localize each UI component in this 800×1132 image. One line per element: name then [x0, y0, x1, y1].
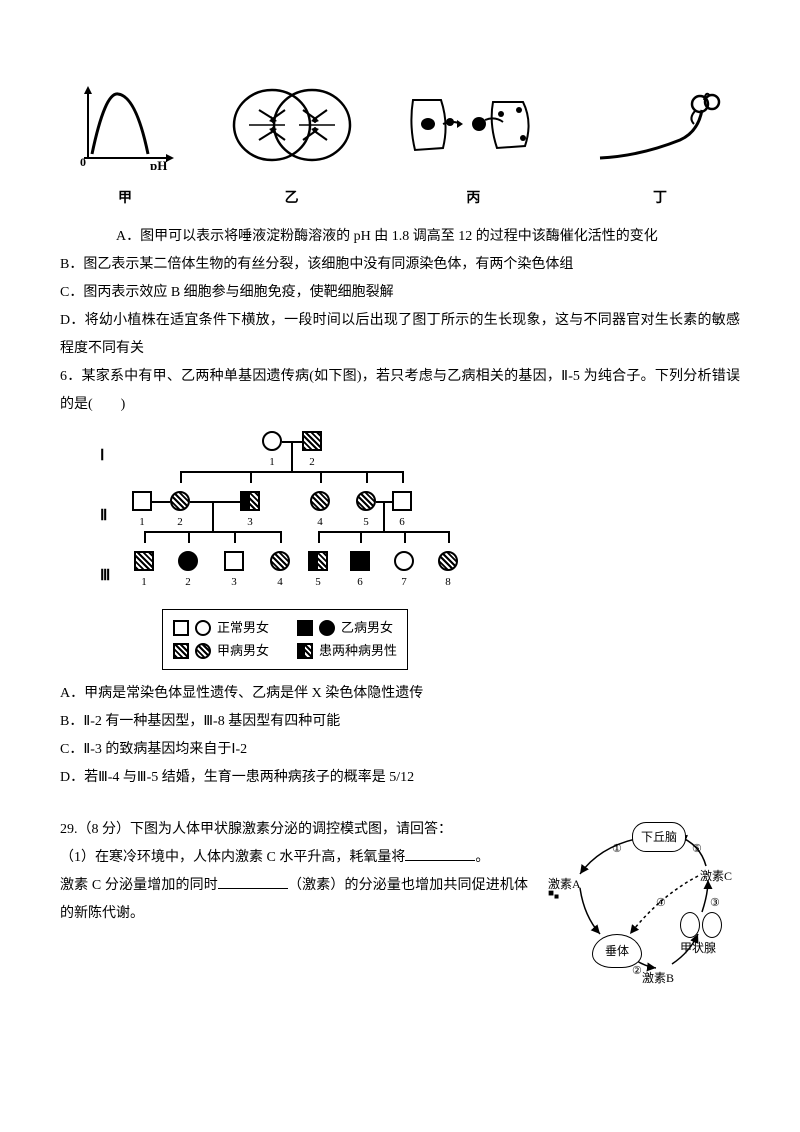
figure-caption-ding: 丁	[590, 185, 730, 213]
hormone-c-label: 激素C	[700, 864, 732, 888]
figure-caption-jia: 甲	[70, 185, 180, 213]
hormone-b-label: 激素B	[642, 966, 674, 990]
q29-line2: 激素 C 分泌量增加的同时（激素）的分泌量也增加共同促进机体的新陈代谢。	[60, 872, 528, 928]
blank-1	[405, 846, 475, 861]
q6-option-b: B．Ⅱ-2 有一种基因型，Ⅲ-8 基因型有四种可能	[60, 708, 740, 736]
figure-yi: 乙	[227, 80, 357, 213]
legend-normal: 正常男女	[217, 616, 269, 639]
thyroid-label: 甲状腺	[680, 936, 716, 960]
figure-caption-yi: 乙	[227, 185, 357, 213]
legend-jia: 甲病男女	[217, 639, 269, 662]
q6-stem: 6．某家系中有甲、乙两种单基因遗传病(如下图)，若只考虑与乙病相关的基因，Ⅱ-5…	[60, 363, 740, 419]
q5-options: A．图甲可以表示将唾液淀粉酶溶液的 pH 由 1.8 调高至 12 的过程中该酶…	[60, 223, 740, 363]
q6-option-c: C．Ⅱ-3 的致病基因均来自于Ⅰ-2	[60, 736, 740, 764]
figure-jia: 0 pH 甲	[70, 80, 180, 213]
gen-label-3: Ⅲ	[100, 561, 122, 591]
q5-option-d: D．将幼小植株在适宜条件下横放，一段时间以后出现了图丁所示的生长现象，这与不同器…	[60, 307, 740, 363]
q29-line1: （1）在寒冷环境中，人体内激素 C 水平升高，耗氧量将。	[60, 844, 528, 872]
label-3: ③	[710, 892, 720, 914]
gen-label-1: Ⅰ	[100, 441, 122, 471]
legend-both: 患两种病男性	[319, 639, 397, 662]
figures-row: 0 pH 甲 乙	[60, 80, 740, 213]
blank-2	[218, 874, 288, 889]
label-5: ⑤	[692, 838, 702, 860]
q5-option-b: B．图乙表示某二倍体生物的有丝分裂，该细胞中没有同源染色体，有两个染色体组	[60, 251, 740, 279]
q29-stem: 29.（8 分）下图为人体甲状腺激素分泌的调控模式图，请回答：	[60, 816, 528, 844]
q5-option-a: A．图甲可以表示将唾液淀粉酶溶液的 pH 由 1.8 调高至 12 的过程中该酶…	[116, 229, 658, 244]
q6-option-a: A．甲病是常染色体显性遗传、乙病是伴 X 染色体隐性遗传	[60, 680, 740, 708]
axis-label: pH	[150, 158, 167, 170]
label-2: ②	[632, 960, 642, 982]
figure-caption-bing: 丙	[403, 185, 543, 213]
q29: 29.（8 分）下图为人体甲状腺激素分泌的调控模式图，请回答： （1）在寒冷环境…	[60, 816, 740, 986]
q29-diagram: 下丘脑 激素A ■■ 垂体 激素B 甲状腺 激素C ① ② ③ ④ ⑤	[540, 816, 740, 986]
pedigree-chart: Ⅰ 1 2 Ⅱ 1 2 3 4 5 6	[100, 429, 740, 670]
q6-options: A．甲病是常染色体显性遗传、乙病是伴 X 染色体隐性遗传 B．Ⅱ-2 有一种基因…	[60, 680, 740, 792]
label-1: ①	[612, 838, 622, 860]
q5-option-c: C．图丙表示效应 B 细胞参与细胞免疫，使靶细胞裂解	[60, 279, 740, 307]
gen-label-2: Ⅱ	[100, 501, 122, 531]
figure-ding: 丁	[590, 80, 730, 213]
label-4: ④	[656, 892, 666, 914]
pedigree-legend: 正常男女 乙病男女 甲病男女 患两种病男性	[162, 609, 408, 670]
figure-bing: 丙	[403, 80, 543, 213]
svg-text:0: 0	[80, 155, 86, 169]
hypothalamus-label: 下丘脑	[632, 822, 686, 852]
legend-yi: 乙病男女	[341, 616, 393, 639]
q6-option-d: D．若Ⅲ-4 与Ⅲ-5 结婚，生育一患两种病孩子的概率是 5/12	[60, 764, 740, 792]
